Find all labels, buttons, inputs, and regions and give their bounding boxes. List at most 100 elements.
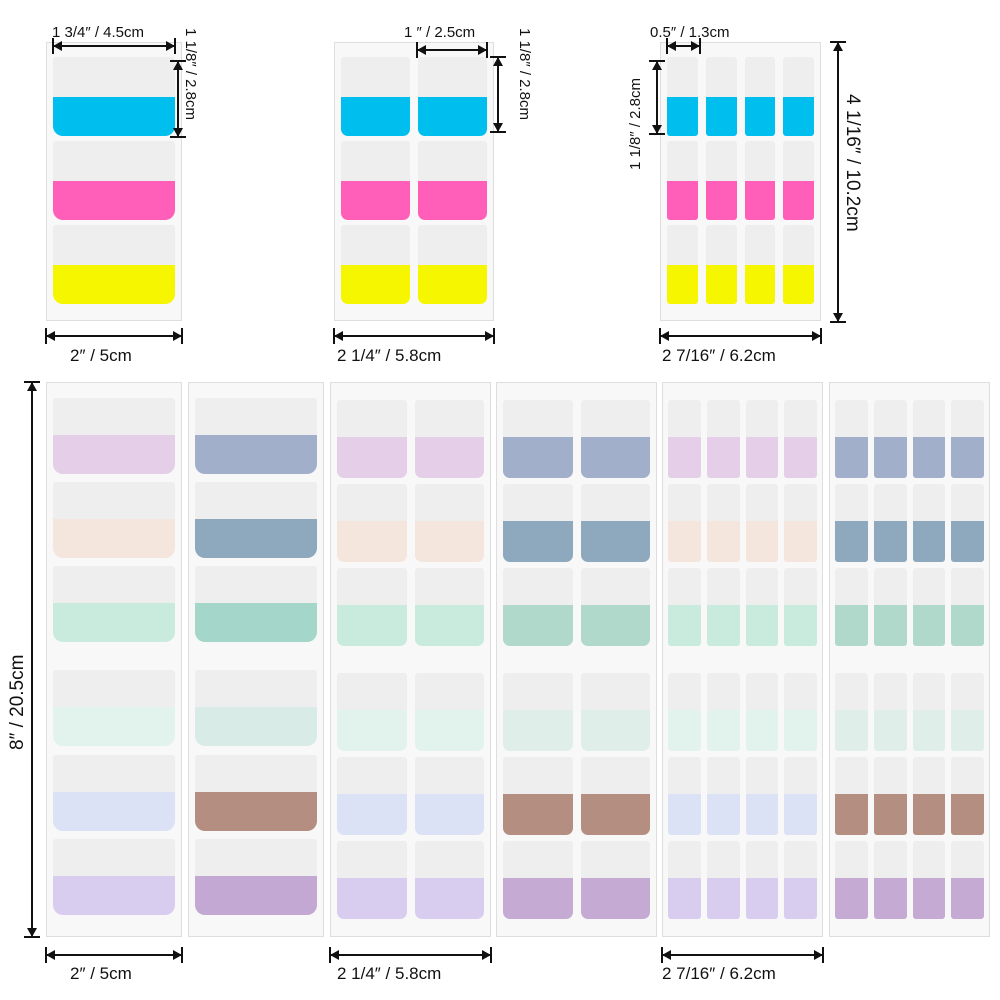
tab-clear-part: [745, 673, 779, 710]
label-top-sheet-height: 4 1/16″ / 10.2cm: [842, 94, 863, 232]
index-tab: [337, 400, 407, 478]
tab-clear-part: [195, 839, 317, 876]
index-tab: [341, 225, 410, 304]
tab-clear-part: [414, 568, 484, 605]
tab-color-part: [503, 710, 573, 751]
index-tab: [951, 757, 984, 835]
tab-clear-part: [706, 400, 740, 437]
tab-clear-part: [745, 484, 779, 521]
index-tab: [503, 841, 573, 919]
tab-clear-part: [873, 400, 907, 437]
tab-clear-part: [912, 484, 946, 521]
index-tab: [835, 841, 868, 919]
index-tab: [668, 673, 701, 751]
index-tab: [337, 568, 407, 646]
dim-top-sheet-height-tick-bottom: [830, 321, 846, 323]
index-tab: [783, 225, 814, 304]
tab-clear-part: [195, 566, 317, 603]
dim-top-width-1col-tick-left: [52, 38, 54, 54]
tab-clear-part: [705, 57, 737, 97]
index-tab: [706, 484, 740, 562]
dim-bottom-sheet-height-tick-top: [24, 381, 40, 383]
dim-top-tab-height-1: [177, 61, 179, 137]
tab-clear-part: [580, 568, 650, 605]
index-tab: [414, 757, 484, 835]
tab-clear-part: [337, 484, 407, 521]
index-tab: [835, 400, 868, 478]
tab-clear-part: [783, 57, 814, 97]
index-tab: [580, 757, 650, 835]
tab-color-part: [53, 435, 175, 474]
tab-color-part: [414, 437, 484, 478]
dim-sheet-width-1col-tick-right: [181, 328, 183, 344]
tab-clear-part: [53, 225, 175, 265]
dim-bottom-width-2col: [330, 954, 491, 956]
index-tab: [195, 398, 317, 474]
tab-clear-part: [951, 841, 984, 878]
index-tab: [503, 484, 573, 562]
tab-clear-part: [784, 841, 817, 878]
label-top-tab-height-1: 1 1/8″ / 2.8cm: [182, 28, 199, 121]
tab-color-part: [414, 521, 484, 562]
tab-color-part: [873, 710, 907, 751]
tab-clear-part: [706, 841, 740, 878]
dim-top-width-4col-arrow-left: [667, 41, 676, 51]
tab-color-part: [784, 521, 817, 562]
tab-color-part: [745, 521, 779, 562]
index-tab: [706, 841, 740, 919]
tab-clear-part: [835, 673, 868, 710]
tab-clear-part: [341, 141, 410, 181]
tab-color-part: [835, 878, 868, 919]
index-tab: [668, 400, 701, 478]
tab-color-part: [668, 878, 701, 919]
tab-color-part: [53, 519, 175, 558]
index-tab: [912, 400, 946, 478]
tab-clear-part: [337, 568, 407, 605]
tab-color-part: [784, 794, 817, 835]
index-tab: [580, 400, 650, 478]
index-tab: [873, 568, 907, 646]
index-tab: [912, 841, 946, 919]
tab-color-part: [745, 710, 779, 751]
tab-clear-part: [873, 841, 907, 878]
tab-color-part: [706, 437, 740, 478]
index-tab: [951, 673, 984, 751]
tab-color-part: [912, 710, 946, 751]
tab-color-part: [580, 710, 650, 751]
index-tab: [912, 568, 946, 646]
tab-clear-part: [580, 484, 650, 521]
tab-clear-part: [835, 841, 868, 878]
tab-color-part: [668, 437, 701, 478]
tab-color-part: [580, 878, 650, 919]
label-top-width-4col: 0.5″ / 1.3cm: [650, 24, 730, 41]
tab-clear-part: [951, 757, 984, 794]
dim-top-tab-height-3-tick-bottom: [649, 133, 665, 135]
tab-color-part: [337, 437, 407, 478]
tab-clear-part: [912, 841, 946, 878]
tab-clear-part: [503, 841, 573, 878]
tab-clear-part: [745, 400, 779, 437]
tab-color-part: [414, 605, 484, 646]
label-sheet-width-1col: 2″ / 5cm: [70, 346, 132, 365]
index-tab: [706, 757, 740, 835]
dim-top-tab-height-3-tick-top: [649, 60, 665, 62]
dim-top-tab-height-2-arrow-down: [493, 123, 503, 132]
tab-clear-part: [835, 484, 868, 521]
tab-clear-part: [503, 673, 573, 710]
index-tab: [337, 484, 407, 562]
index-tab: [951, 484, 984, 562]
tab-clear-part: [951, 484, 984, 521]
tab-clear-part: [337, 400, 407, 437]
dim-sheet-width-4col-arrow-right: [812, 331, 821, 341]
label-top-tab-height-2: 1 1/8″ / 2.8cm: [516, 28, 533, 121]
dim-bottom-width-1col-tick-right: [181, 947, 183, 963]
tab-color-part: [745, 437, 779, 478]
index-tab: [580, 841, 650, 919]
tab-clear-part: [784, 400, 817, 437]
tab-clear-part: [745, 568, 779, 605]
tab-color-part: [784, 878, 817, 919]
tab-color-part: [667, 181, 698, 220]
index-tab: [705, 141, 737, 220]
tab-clear-part: [835, 568, 868, 605]
tab-clear-part: [705, 225, 737, 265]
